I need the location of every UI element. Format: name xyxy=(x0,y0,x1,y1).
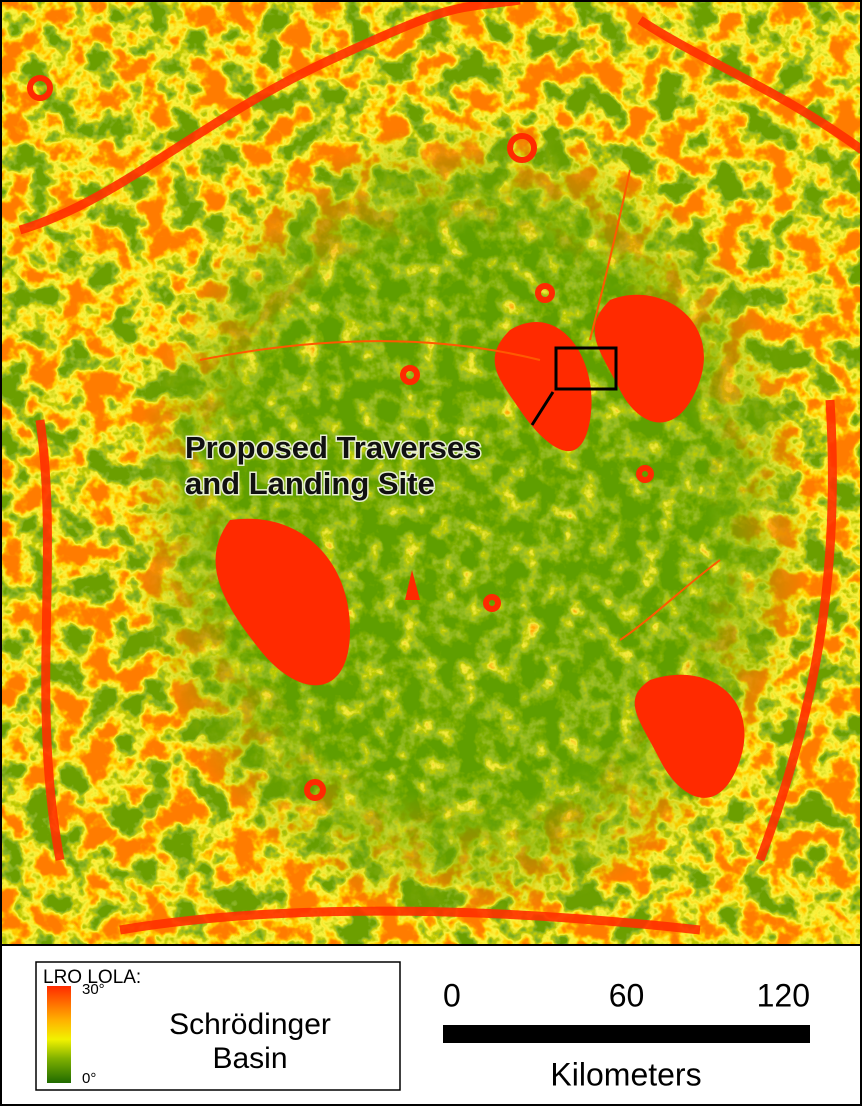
annotation-line: and Landing Site xyxy=(185,466,435,501)
color-bar-min: 0° xyxy=(82,1070,96,1087)
scale-tick-label: 60 xyxy=(609,977,645,1013)
scale-bar-rect xyxy=(443,1025,810,1043)
color-bar-max: 30° xyxy=(82,981,105,998)
color-bar xyxy=(47,986,71,1083)
map-figure: Proposed Traverses and Landing Site LRO … xyxy=(0,0,862,1106)
scale-tick-label: 120 xyxy=(757,977,810,1013)
annotation-line: Proposed Traverses xyxy=(185,430,481,465)
legend-name: Schrödinger xyxy=(169,1008,331,1041)
scale-tick-label: 0 xyxy=(443,977,461,1013)
scale-unit: Kilometers xyxy=(550,1056,701,1092)
legend: LRO LOLA: 30° 0° Schrödinger Basin xyxy=(36,962,400,1090)
legend-name: Basin xyxy=(212,1042,287,1075)
